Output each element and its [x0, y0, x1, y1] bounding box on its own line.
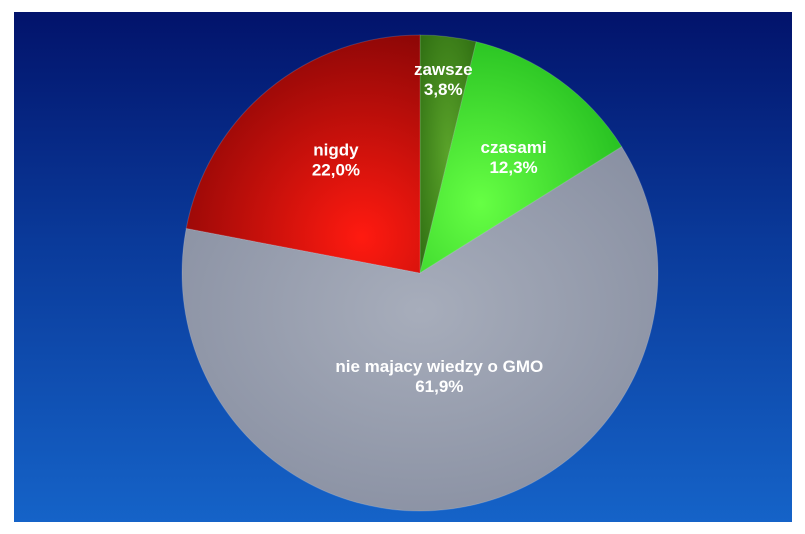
pie-slice-czasami [419, 41, 623, 275]
slice-value-label: 12,3% [489, 158, 537, 177]
slice-value-label: 61,9% [415, 377, 463, 396]
slice-category-label: nigdy [313, 140, 359, 159]
pie-slice-nie-majacy-wiedzy-o-gmo [181, 146, 659, 512]
slice-category-label: zawsze [414, 60, 473, 79]
slice-category-label: czasami [480, 138, 546, 157]
slice-category-label: nie majacy wiedzy o GMO [335, 357, 543, 376]
pie-slice-nigdy [185, 34, 421, 274]
plot-area: zawsze 3,8% czasami 12,3% nie majacy wiedzy … [14, 12, 792, 522]
pie-slice-zawsze [419, 34, 477, 274]
slice-value-label: 22,0% [312, 160, 360, 179]
slice-value-label: 3,8% [424, 80, 463, 99]
